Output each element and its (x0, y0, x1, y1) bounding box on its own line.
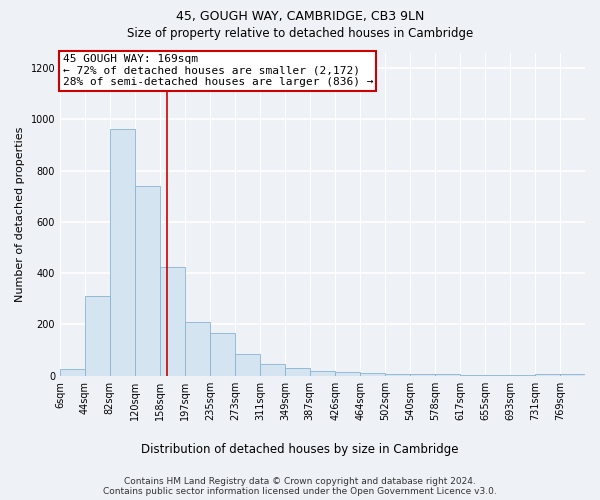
Bar (160, 266, 185, 376)
Y-axis label: Number of detached properties: Number of detached properties (15, 126, 25, 302)
Bar (385, 374, 410, 376)
Bar (460, 375, 485, 376)
Text: 45, GOUGH WAY, CAMBRIDGE, CB3 9LN: 45, GOUGH WAY, CAMBRIDGE, CB3 9LN (176, 10, 424, 23)
Text: Distribution of detached houses by size in Cambridge: Distribution of detached houses by size … (141, 442, 459, 456)
Bar (110, 130, 135, 376)
Bar (410, 374, 435, 376)
Text: Contains HM Land Registry data © Crown copyright and database right 2024.: Contains HM Land Registry data © Crown c… (124, 478, 476, 486)
Bar (335, 372, 360, 376)
Bar (260, 364, 285, 376)
Bar (360, 373, 385, 376)
Text: Contains public sector information licensed under the Open Government Licence v3: Contains public sector information licen… (103, 488, 497, 496)
Bar (85, 296, 110, 376)
Bar (285, 368, 310, 376)
Bar (60, 370, 85, 376)
Text: Size of property relative to detached houses in Cambridge: Size of property relative to detached ho… (127, 28, 473, 40)
Bar (560, 374, 585, 376)
Text: 45 GOUGH WAY: 169sqm
← 72% of detached houses are smaller (2,172)
28% of semi-de: 45 GOUGH WAY: 169sqm ← 72% of detached h… (62, 54, 373, 88)
Bar (435, 374, 460, 376)
Bar (535, 374, 560, 376)
Bar (135, 186, 160, 376)
Bar (310, 370, 335, 376)
Bar (210, 334, 235, 376)
Bar (485, 375, 510, 376)
Bar (185, 322, 210, 376)
Bar (235, 354, 260, 376)
